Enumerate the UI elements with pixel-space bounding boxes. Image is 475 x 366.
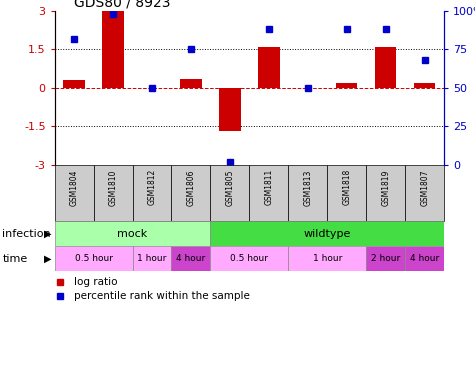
Bar: [288, 165, 327, 221]
Bar: [366, 165, 405, 221]
Bar: [102, 11, 124, 88]
Text: GSM1806: GSM1806: [187, 169, 195, 206]
Text: infection: infection: [2, 229, 51, 239]
Bar: [375, 47, 397, 88]
Text: GSM1812: GSM1812: [148, 169, 156, 205]
Text: GDS80 / 8923: GDS80 / 8923: [74, 0, 171, 10]
Bar: [405, 246, 444, 271]
Bar: [55, 246, 133, 271]
Text: GSM1818: GSM1818: [342, 169, 351, 205]
Text: GSM1807: GSM1807: [420, 169, 429, 206]
Bar: [55, 221, 210, 246]
Text: 0.5 hour: 0.5 hour: [75, 254, 113, 263]
Bar: [210, 246, 288, 271]
Bar: [63, 80, 85, 88]
Bar: [288, 246, 366, 271]
Bar: [94, 165, 133, 221]
Text: percentile rank within the sample: percentile rank within the sample: [74, 291, 250, 301]
Bar: [210, 165, 249, 221]
Text: GSM1810: GSM1810: [109, 169, 117, 206]
Text: GSM1813: GSM1813: [304, 169, 312, 206]
Bar: [133, 165, 171, 221]
Bar: [171, 165, 210, 221]
Text: 2 hour: 2 hour: [371, 254, 400, 263]
Text: GSM1805: GSM1805: [226, 169, 234, 206]
Bar: [327, 165, 366, 221]
Bar: [171, 246, 210, 271]
Text: time: time: [2, 254, 28, 264]
Text: ▶: ▶: [44, 254, 51, 264]
Text: 1 hour: 1 hour: [137, 254, 167, 263]
Text: mock: mock: [117, 229, 148, 239]
Bar: [405, 165, 444, 221]
Bar: [219, 88, 241, 131]
Bar: [180, 79, 202, 88]
Bar: [210, 221, 444, 246]
Bar: [336, 83, 358, 88]
Text: 4 hour: 4 hour: [176, 254, 206, 263]
Bar: [366, 246, 405, 271]
Text: GSM1819: GSM1819: [381, 169, 390, 206]
Text: wildtype: wildtype: [304, 229, 351, 239]
Bar: [414, 83, 436, 88]
Text: 1 hour: 1 hour: [313, 254, 342, 263]
Text: log ratio: log ratio: [74, 277, 118, 287]
Text: GSM1811: GSM1811: [265, 169, 273, 205]
Text: GSM1804: GSM1804: [70, 169, 78, 206]
Text: ▶: ▶: [44, 229, 51, 239]
Bar: [258, 47, 280, 88]
Bar: [55, 165, 94, 221]
Text: 4 hour: 4 hour: [410, 254, 439, 263]
Bar: [249, 165, 288, 221]
Bar: [133, 246, 171, 271]
Text: 0.5 hour: 0.5 hour: [230, 254, 268, 263]
